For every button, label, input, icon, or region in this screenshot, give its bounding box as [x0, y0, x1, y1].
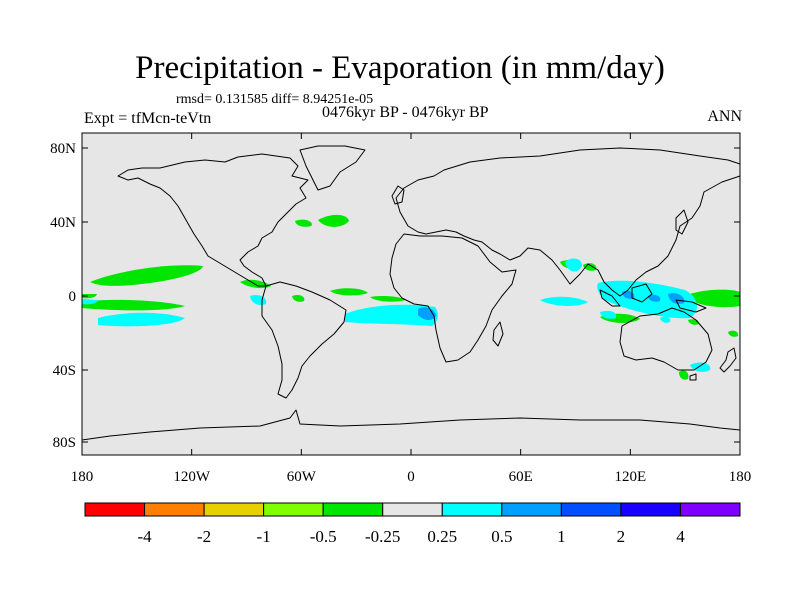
coast-south-america	[261, 281, 347, 399]
coast-new-zealand	[719, 347, 737, 373]
fill-wpac-green	[685, 289, 740, 308]
coast-north-america	[117, 153, 309, 287]
colorbar-swatch	[144, 502, 205, 517]
colorbar-label: -0.25	[365, 527, 400, 546]
longitude-axis: 180 120W 60W 0 60E 120E 180	[71, 133, 752, 485]
coast-tasmania	[689, 373, 697, 381]
colorbar-swatch	[203, 502, 265, 517]
coast-africa	[389, 233, 517, 363]
lat-tick-label: 40S	[53, 363, 76, 379]
fill-indian-cyan	[540, 296, 588, 306]
coast-borneo	[631, 283, 653, 303]
fill-gulf-guinea-blue	[418, 307, 436, 321]
fill-aus-sw-green	[679, 370, 689, 380]
colorbar-swatch	[620, 502, 681, 517]
fill-pacific-south-green	[82, 299, 185, 311]
colorbar-label: 0.25	[427, 527, 457, 546]
coast-new-guinea	[675, 299, 707, 313]
fill-indonesia-cyan	[597, 280, 697, 319]
colorbar-label: 4	[676, 527, 685, 546]
lat-tick-label: 80S	[53, 435, 76, 451]
colorbar-label: 1	[557, 527, 566, 546]
latitude-axis: 80N 40N 0 40S 80S	[50, 141, 740, 451]
colorbar-label: -2	[197, 527, 211, 546]
coast-madagascar	[492, 321, 504, 347]
colorbar-label: -0.5	[310, 527, 337, 546]
colorbar-swatch	[679, 502, 741, 517]
colorbar-label: -1	[257, 527, 271, 546]
fill-brazil-green	[292, 294, 305, 302]
colorbar-swatch	[441, 502, 503, 517]
colorbar-swatch	[501, 502, 562, 517]
experiment-label: Expt = tfMcn-teVtn	[84, 110, 212, 127]
lon-tick-label: 120W	[173, 469, 211, 485]
fill-atlantic-eq-green	[330, 288, 368, 296]
colorbar-label: -4	[137, 527, 152, 546]
chart-title: Precipitation - Evaporation (in mm/day)	[135, 50, 665, 86]
fill-pacific-equator-green	[82, 294, 97, 299]
fill-indonesia-blue-3	[668, 293, 685, 304]
fill-aus-w-cyan	[600, 310, 617, 319]
coast-uk	[391, 185, 405, 205]
fill-atlantic-eq2-green	[370, 296, 406, 302]
coast-sumatra	[599, 289, 621, 307]
colorbar-swatch	[322, 502, 384, 517]
coast-australia	[619, 307, 713, 371]
anomaly-fills	[82, 214, 740, 380]
lat-tick-label: 0	[69, 289, 77, 305]
lon-tick-label: 180	[729, 469, 752, 485]
coast-greenland	[299, 145, 366, 191]
colorbar-label: 0.5	[491, 527, 512, 546]
stats-label: rmsd= 0.131585 diff= 8.94251e-05	[176, 92, 374, 107]
fill-indian-e-green	[583, 263, 597, 271]
lon-tick-label: 60E	[509, 469, 533, 485]
fill-pacific-north-green	[90, 265, 203, 286]
lat-tick-label: 80N	[50, 141, 76, 157]
colorbar-swatch	[84, 502, 146, 517]
lon-tick-label: 60W	[287, 469, 317, 485]
lon-tick-label: 0	[407, 469, 415, 485]
fill-atlantic-cyan	[345, 304, 438, 326]
colorbar-swatch	[263, 502, 324, 517]
colorbar-swatch	[560, 502, 622, 517]
colorbar: -4 -2 -1 -0.5 -0.25 0.25 0.5 1 2 4	[84, 502, 741, 546]
colorbar-label: 2	[617, 527, 626, 546]
lon-tick-label: 120E	[614, 469, 646, 485]
coast-eurasia	[395, 147, 741, 297]
fill-pac-sw-cyan	[660, 316, 671, 323]
period-label: 0476kyr BP - 0476kyr BP	[322, 104, 489, 121]
fill-atlantic-north-green	[295, 219, 312, 227]
fill-india-cyan	[565, 258, 582, 272]
colorbar-swatch	[382, 502, 443, 517]
lon-tick-label: 180	[71, 469, 94, 485]
fill-atlantic-ne-green	[318, 214, 349, 227]
coast-japan	[675, 209, 689, 235]
lat-tick-label: 40N	[50, 215, 76, 231]
fill-indonesia-blue-2	[648, 294, 661, 302]
season-label: ANN	[707, 108, 742, 125]
fill-nz-green	[728, 330, 739, 337]
fill-pacific-cyan	[98, 312, 185, 327]
coast-antarctica	[81, 409, 741, 441]
coastlines	[81, 145, 741, 441]
fill-pacific-west-cyan	[82, 299, 98, 305]
